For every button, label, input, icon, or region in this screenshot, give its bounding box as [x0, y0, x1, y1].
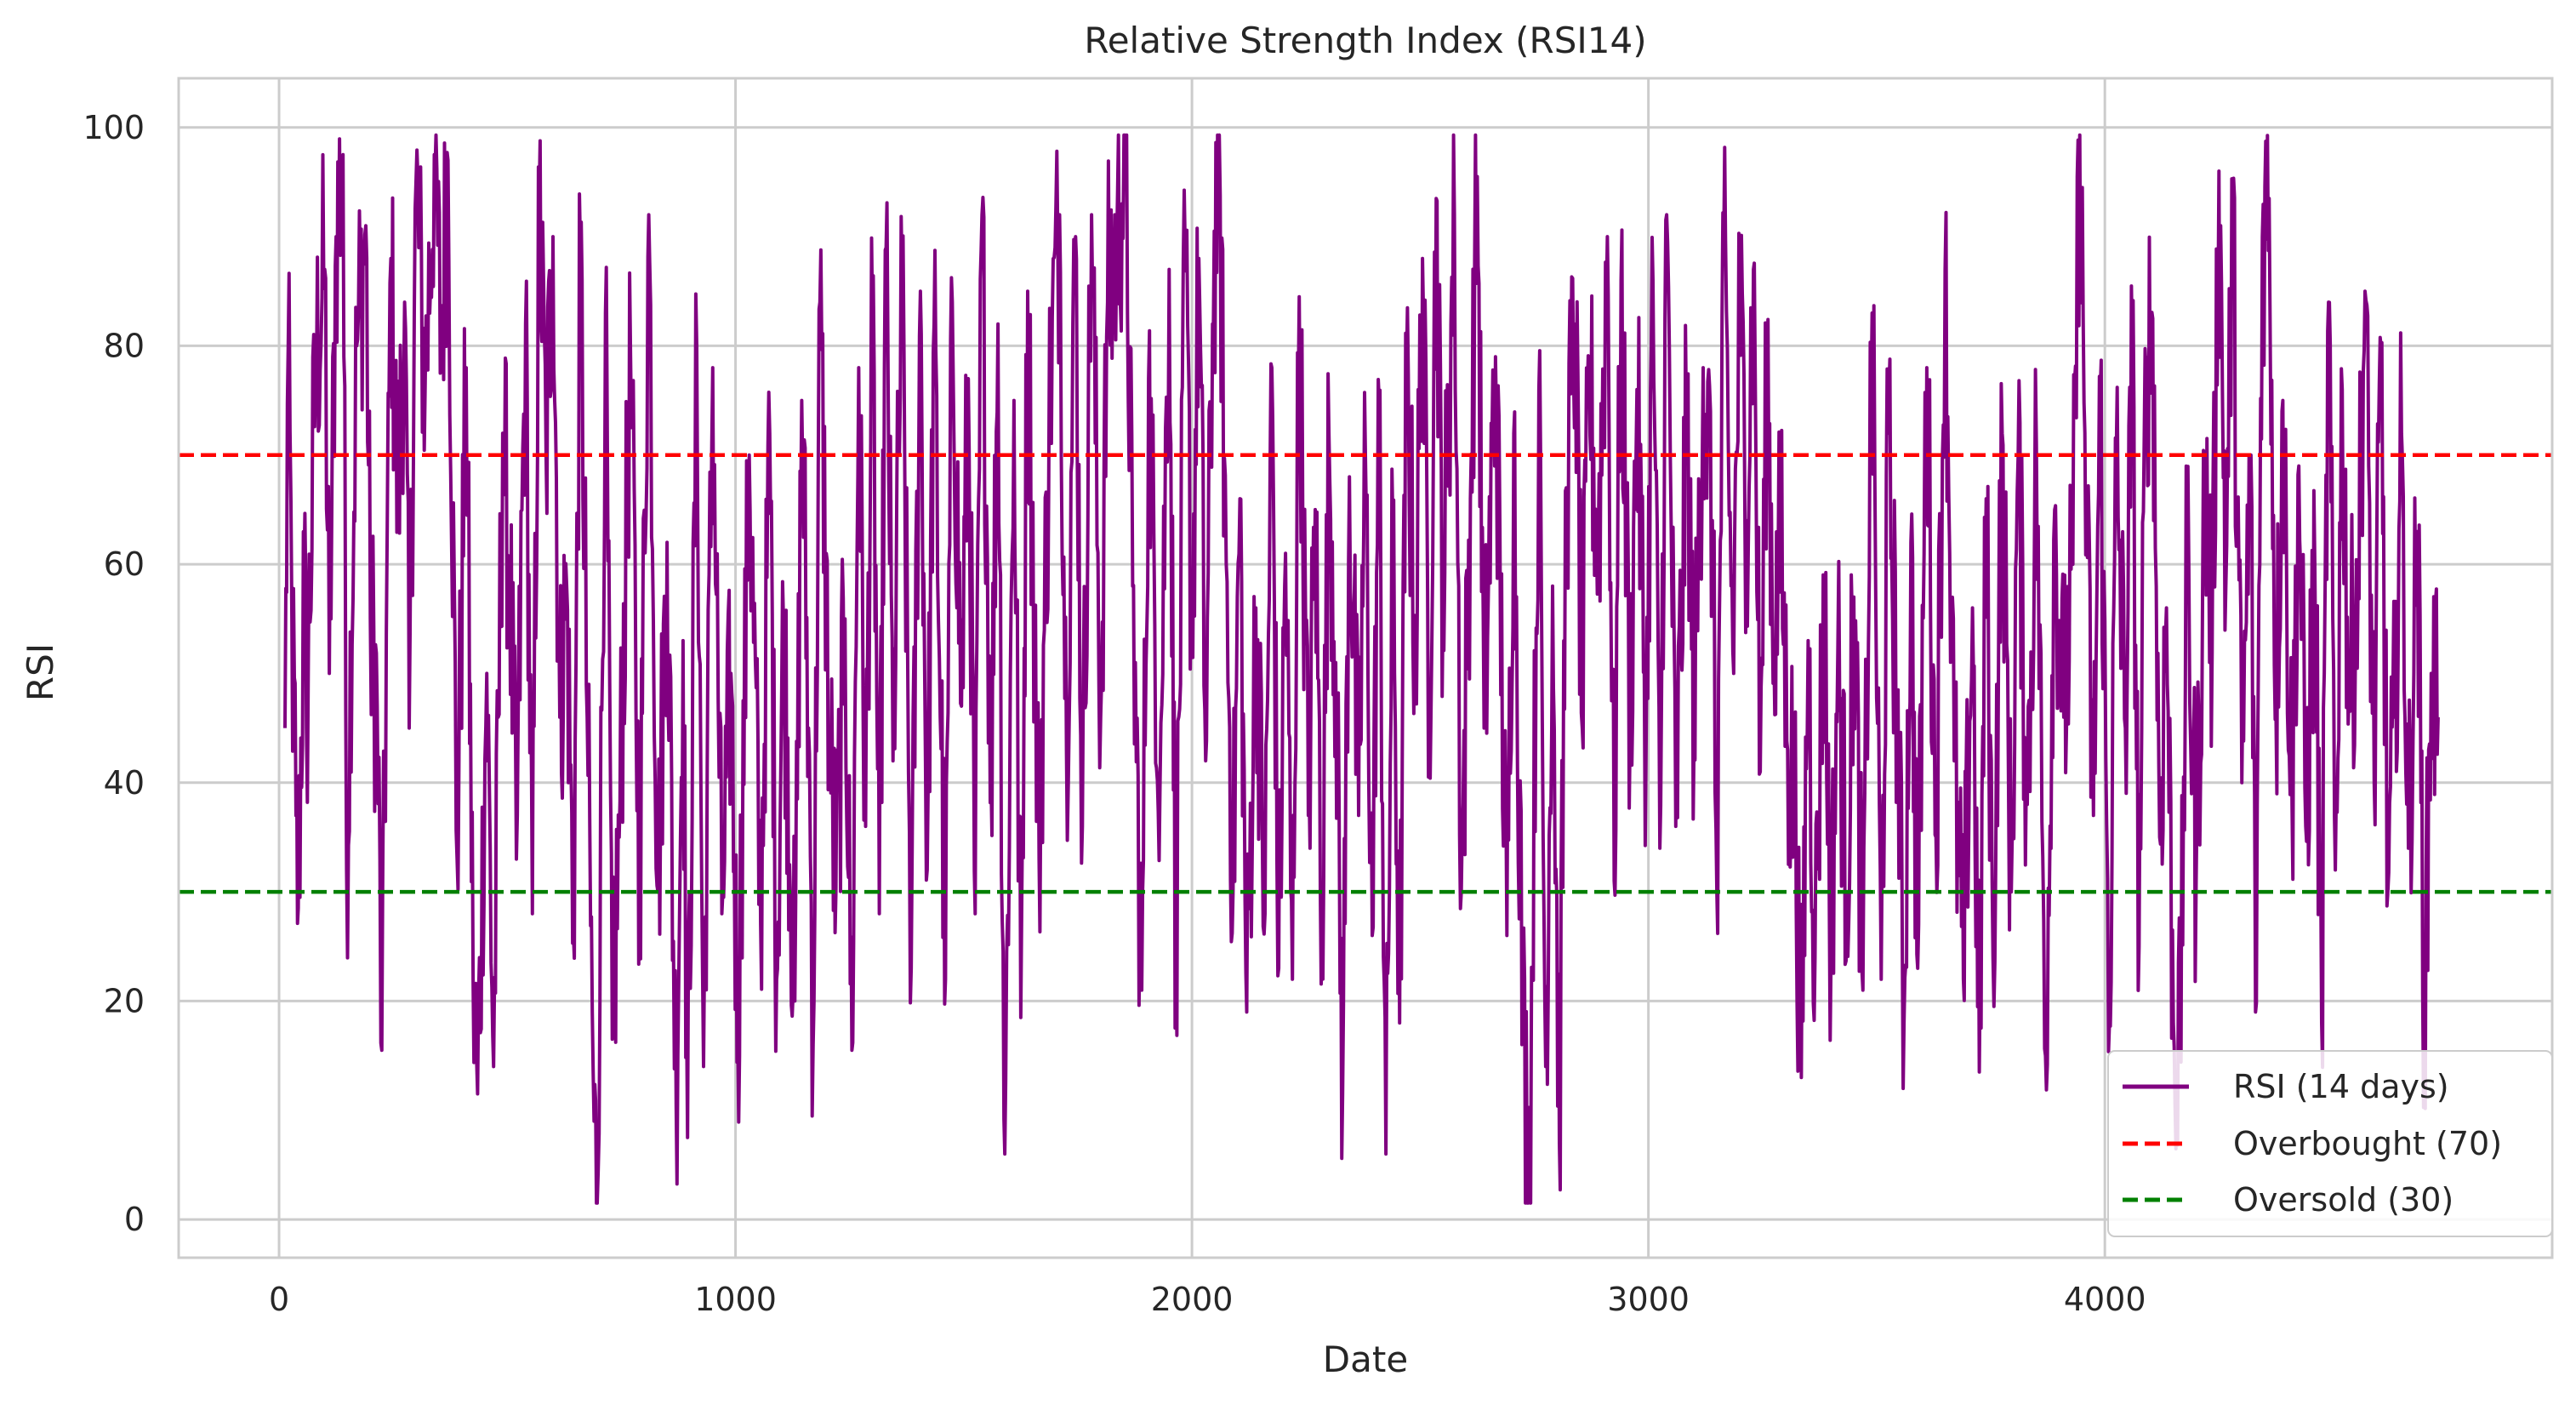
legend-box: [2107, 1050, 2553, 1237]
plot-frame: [177, 77, 2554, 1259]
y-tick-label: 0: [124, 1201, 145, 1238]
rsi-line: [283, 133, 2440, 1205]
legend-label-overbought: Overbought (70): [2233, 1125, 2502, 1162]
x-tick-label: 1000: [694, 1281, 777, 1318]
y-axis-title: RSI: [20, 643, 61, 701]
y-tick-label: 80: [104, 327, 145, 364]
tick-layer: 0 1000 2000 3000 4000 0 20 40 60 80 100: [83, 109, 2146, 1318]
y-tick-label: 60: [104, 545, 145, 583]
y-tick-label: 100: [83, 109, 145, 146]
y-tick-label: 20: [104, 982, 145, 1019]
series-layer: [179, 133, 2552, 1205]
x-axis-title: Date: [1323, 1339, 1408, 1380]
x-tick-label: 2000: [1151, 1281, 1234, 1318]
x-tick-label: 3000: [1607, 1281, 1690, 1318]
legend: RSI (14 days) Overbought (70) Oversold (…: [2107, 1050, 2553, 1237]
x-tick-label: 4000: [2064, 1281, 2146, 1318]
y-tick-label: 40: [104, 764, 145, 802]
legend-label-oversold: Oversold (30): [2233, 1181, 2453, 1219]
chart-title: Relative Strength Index (RSI14): [1084, 20, 1646, 61]
legend-label-rsi: RSI (14 days): [2233, 1068, 2449, 1105]
x-tick-label: 0: [269, 1281, 289, 1318]
